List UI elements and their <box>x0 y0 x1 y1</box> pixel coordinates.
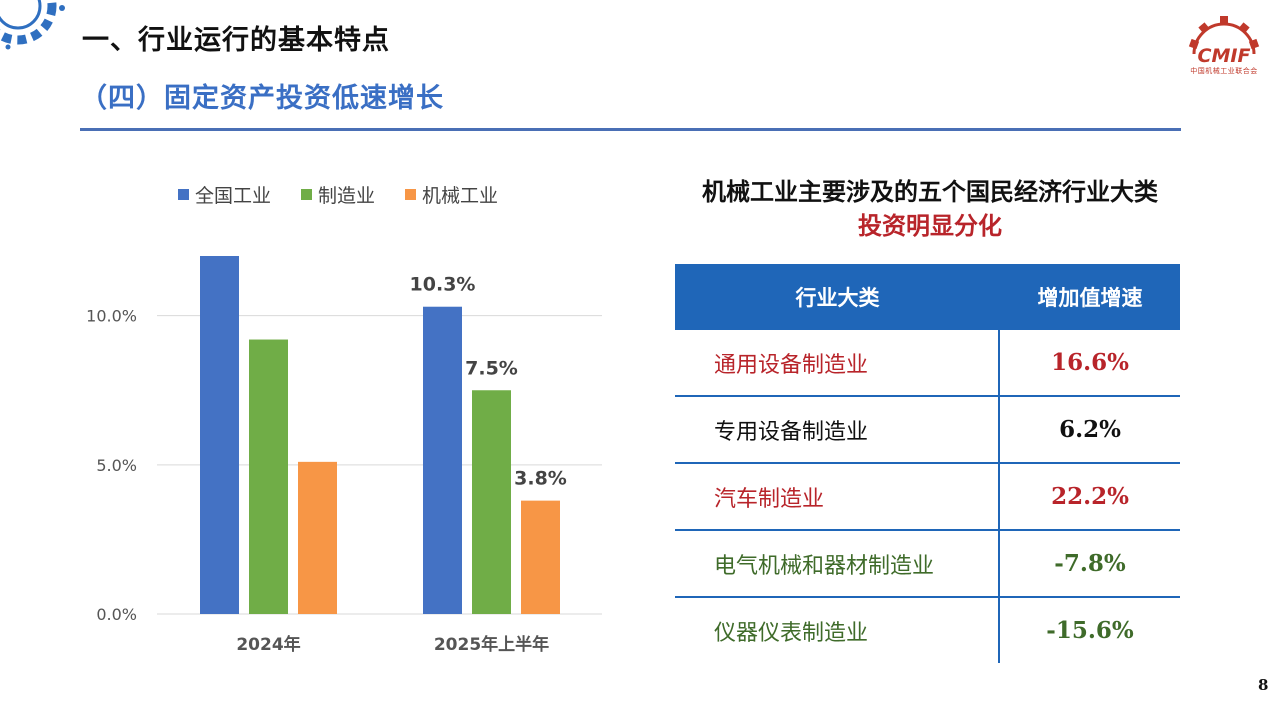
industry-cell: 通用设备制造业 <box>675 330 1000 395</box>
x-tick-label: 2024年 <box>236 634 300 655</box>
legend-item-manufacturing: 制造业 <box>301 181 375 208</box>
logo-wordmark: CMIF <box>1198 45 1251 67</box>
growth-cell: 22.2% <box>1051 483 1129 510</box>
bar-0-2 <box>298 461 337 614</box>
legend-swatch-manufacturing <box>301 189 313 200</box>
logo-org-name: 中国机械工业联合会 <box>1190 67 1258 75</box>
data-label: 7.5% <box>465 357 518 379</box>
table-title: 机械工业主要涉及的五个国民经济行业大类 投资明显分化 <box>660 175 1200 243</box>
table-row: 通用设备制造业 16.6% <box>675 330 1180 397</box>
industry-cell: 汽车制造业 <box>675 464 1000 529</box>
table-title-sub: 投资明显分化 <box>858 211 1002 240</box>
table-row: 仪器仪表制造业 -15.6% <box>675 598 1180 663</box>
table-body: 通用设备制造业 16.6% 专用设备制造业 6.2% 汽车制造业 22.2% 电… <box>675 330 1180 663</box>
legend-label: 全国工业 <box>195 185 272 207</box>
growth-cell: -7.8% <box>1054 550 1126 577</box>
legend-swatch-national <box>178 189 189 200</box>
industry-cell: 仪器仪表制造业 <box>675 598 1000 663</box>
growth-cell: -15.6% <box>1046 617 1134 644</box>
growth-cell: 6.2% <box>1059 416 1121 443</box>
legend-swatch-machinery <box>405 189 417 200</box>
table-row: 汽车制造业 22.2% <box>675 464 1180 531</box>
bar-0-0 <box>200 256 239 614</box>
industry-cell: 电气机械和器材制造业 <box>675 531 1000 596</box>
cmif-logo-icon: CMIF <box>1188 16 1260 67</box>
legend-item-machinery: 机械工业 <box>405 181 498 208</box>
section-subtitle: （四）固定资产投资低速增长 <box>80 83 444 114</box>
data-label: 10.3% <box>410 274 476 296</box>
header-divider <box>80 128 1181 131</box>
growth-cell: 16.6% <box>1051 349 1129 376</box>
table-header-industry: 行业大类 <box>795 286 880 310</box>
bar-1-1 <box>472 390 511 614</box>
chart-legend: 全国工业 制造业 机械工业 <box>178 181 498 208</box>
legend-label: 制造业 <box>318 185 376 207</box>
page-number: 8 <box>1258 676 1269 694</box>
industry-cell: 专用设备制造业 <box>675 397 1000 462</box>
investment-bar-chart: 0.0% 5.0% 10.0% 2024年 10.3% 7.5% 3.8% 2025年上半年 <box>86 256 602 655</box>
y-tick-label: 10.0% <box>86 307 137 326</box>
y-tick-label: 5.0% <box>96 456 137 475</box>
x-tick-label: 2025年上半年 <box>434 634 549 655</box>
table-title-main: 机械工业主要涉及的五个国民经济行业大类 <box>702 177 1158 206</box>
y-tick-label: 0.0% <box>96 605 137 624</box>
bar-1-2 <box>521 500 560 614</box>
legend-item-national: 全国工业 <box>178 181 271 208</box>
table-header-row: 行业大类 增加值增速 <box>675 264 1180 330</box>
gear-decoration-icon <box>0 0 65 50</box>
page-title: 一、行业运行的基本特点 <box>82 25 390 56</box>
bar-1-0 <box>423 306 462 614</box>
data-label: 3.8% <box>514 468 567 490</box>
legend-label: 机械工业 <box>422 185 499 207</box>
industry-table: 行业大类 增加值增速 通用设备制造业 16.6% 专用设备制造业 6.2% 汽车… <box>675 264 1180 663</box>
table-row: 电气机械和器材制造业 -7.8% <box>675 531 1180 598</box>
table-header-growth: 增加值增速 <box>1037 286 1143 310</box>
bar-0-1 <box>249 339 288 614</box>
table-row: 专用设备制造业 6.2% <box>675 397 1180 464</box>
